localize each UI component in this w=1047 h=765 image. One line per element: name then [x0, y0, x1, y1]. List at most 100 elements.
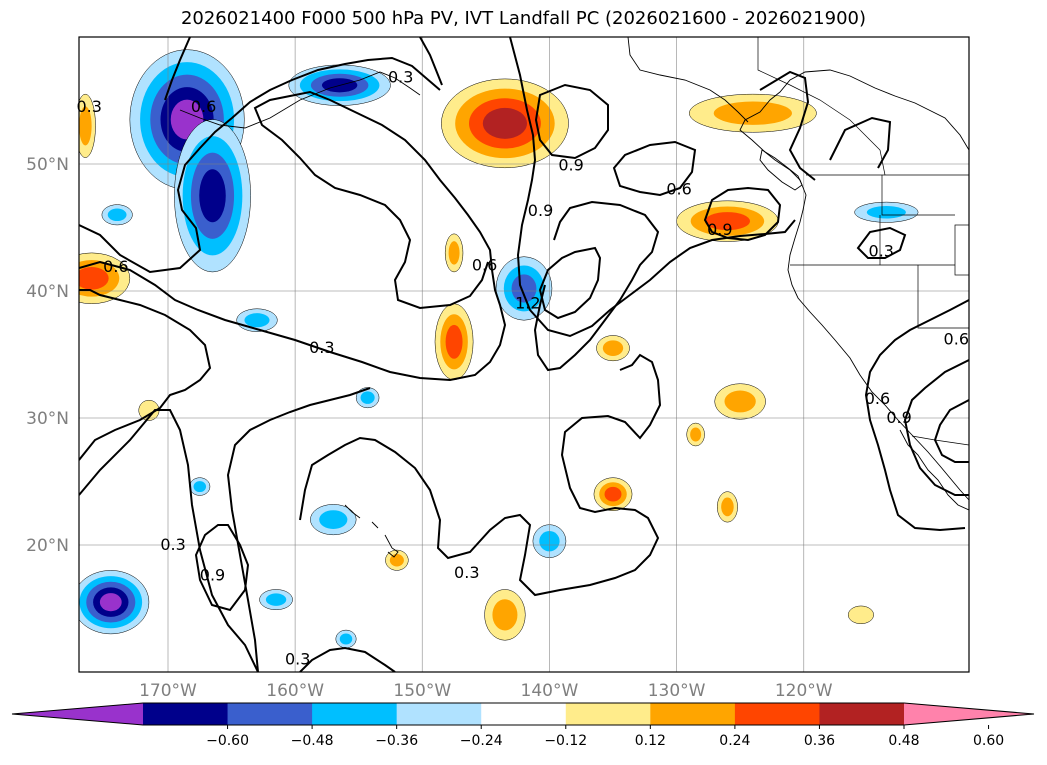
- contour-label: 0.9: [528, 201, 553, 220]
- pv-shade-level: [866, 206, 906, 219]
- colorbar-tick-label: −0.36: [375, 733, 418, 749]
- contour-line: [829, 116, 892, 169]
- contour-line: [903, 359, 969, 496]
- pv-shade-level: [360, 391, 375, 404]
- pv-shade-level: [721, 497, 734, 517]
- pv-anomaly-feature: [79, 570, 150, 635]
- pv-anomaly-feature: [441, 78, 569, 169]
- colorbar-swatch: [312, 703, 398, 725]
- pv-shade-level: [244, 313, 270, 328]
- pv-shade-level: [79, 267, 109, 290]
- contour-line: [703, 186, 782, 242]
- contour-labels: 0.3 0.60.30.90.60.90.6 0.61.20.90.30.60.30…: [76, 68, 969, 669]
- contour-label: 0.9: [707, 220, 732, 239]
- contour-line: [612, 140, 697, 197]
- lon-tick-label: 160°W: [266, 681, 324, 701]
- contour-label: 0.6: [865, 389, 890, 408]
- contour-label-text: 0.9: [200, 565, 225, 584]
- pv-anomaly-feature: [714, 383, 766, 420]
- border-nevada: [954, 224, 969, 276]
- colorbar-outline: [11, 702, 1035, 726]
- pv-shade-level: [389, 553, 404, 567]
- contour-line: [299, 353, 662, 597]
- contour-label-text: 0.3: [76, 97, 101, 116]
- lat-tick-label: 40°N: [26, 282, 69, 302]
- contour-label-text: 0.6: [865, 389, 890, 408]
- pv-anomaly-feature: [259, 589, 293, 611]
- contour-label: 0.3: [160, 535, 185, 554]
- pv-anomaly-feature: [596, 335, 630, 362]
- colorbar-tick-label: −0.48: [291, 733, 334, 749]
- contour-label: 0.6: [666, 179, 691, 198]
- colorbar-swatch: [819, 703, 905, 725]
- pv-shade-level: [193, 481, 207, 493]
- contour-label-text: 0.3: [160, 535, 185, 554]
- colorbar: −0.60 −0.48 −0.36 −0.24 −0.12 0.12 0.24 0.36 0.4…: [11, 702, 1035, 749]
- pv-anomaly-feature: [310, 504, 357, 536]
- contour-label-text: 0.6: [666, 179, 691, 198]
- contour-line: [933, 399, 969, 463]
- pv-shade-level: [847, 605, 874, 624]
- contour-label-text: 0.3: [285, 649, 310, 668]
- contour-line: [194, 524, 250, 612]
- contour-label: 0.3: [76, 97, 101, 116]
- colorbar-swatch: [227, 703, 313, 725]
- pv-anomaly-feature: [434, 303, 474, 381]
- lon-tick-label: 140°W: [521, 681, 579, 701]
- longitude-labels: 170°W 160°W 150°W 140°W 130°W 120°W: [139, 681, 833, 701]
- pv-contour-lines: [79, 37, 969, 672]
- contour-label: 0.9: [200, 565, 225, 584]
- pv-shade-level: [602, 340, 624, 356]
- contour-label-text: 0.6: [103, 257, 128, 276]
- colorbar-swatch: [650, 703, 736, 725]
- contour-line: [419, 37, 443, 86]
- pv-anomaly-feature: [101, 204, 133, 226]
- pv-shading-layer: [79, 49, 919, 649]
- pv-shade-level: [265, 593, 287, 606]
- contour-label-text: 0.9: [886, 408, 911, 427]
- pv-shade-level: [511, 274, 537, 303]
- pv-anomaly-feature: [335, 629, 357, 649]
- pv-shade-level: [199, 169, 226, 223]
- contour-line: [226, 387, 371, 672]
- colorbar-swatch: [565, 703, 651, 725]
- colorbar-extend-max: [904, 703, 1034, 725]
- contour-line: [509, 37, 796, 338]
- colorbar-tick-label: 0.48: [888, 733, 919, 749]
- pv-shade-level: [604, 486, 622, 502]
- contour-label-text: 0.3: [388, 68, 413, 87]
- contour-label: 0.3: [285, 649, 310, 668]
- colorbar-swatch: [734, 703, 820, 725]
- contour-label: 0.3: [388, 68, 413, 87]
- lon-tick-label: 120°W: [775, 681, 833, 701]
- contour-line: [538, 246, 602, 320]
- colorbar-tick-label: 0.60: [973, 733, 1004, 749]
- pv-shade-level: [99, 593, 122, 612]
- contour-label-text: 0.6: [944, 329, 969, 348]
- colorbar-tick-label: 0.12: [635, 733, 666, 749]
- colorbar-tick-label: −0.60: [206, 733, 249, 749]
- coastline-alaska: [627, 37, 749, 123]
- contour-label: 0.9: [558, 155, 583, 174]
- contour-label-text: 0.9: [707, 220, 732, 239]
- lat-tick-label: 20°N: [26, 536, 69, 556]
- pv-anomaly-feature: [593, 477, 633, 511]
- contour-label-text: 0.3: [309, 338, 334, 357]
- contour-line: [164, 37, 191, 101]
- colorbar-tick-label: 0.36: [804, 733, 835, 749]
- pv-anomaly-feature: [484, 589, 526, 641]
- contour-label: 0.3: [454, 563, 479, 582]
- lon-tick-label: 150°W: [393, 681, 451, 701]
- contour-label: 0.3: [309, 338, 334, 357]
- coastlines: [179, 37, 969, 558]
- pv-shade-level: [492, 599, 518, 631]
- colorbar-extend-min: [12, 703, 143, 725]
- contour-line: [79, 56, 441, 274]
- pv-shade-level: [482, 107, 528, 139]
- lon-tick-label: 170°W: [139, 681, 197, 701]
- contour-label: 1.2: [515, 294, 540, 313]
- contour-label-text: 0.6: [191, 97, 216, 116]
- pv-shade-level: [319, 510, 348, 529]
- pv-anomaly-feature: [444, 233, 464, 273]
